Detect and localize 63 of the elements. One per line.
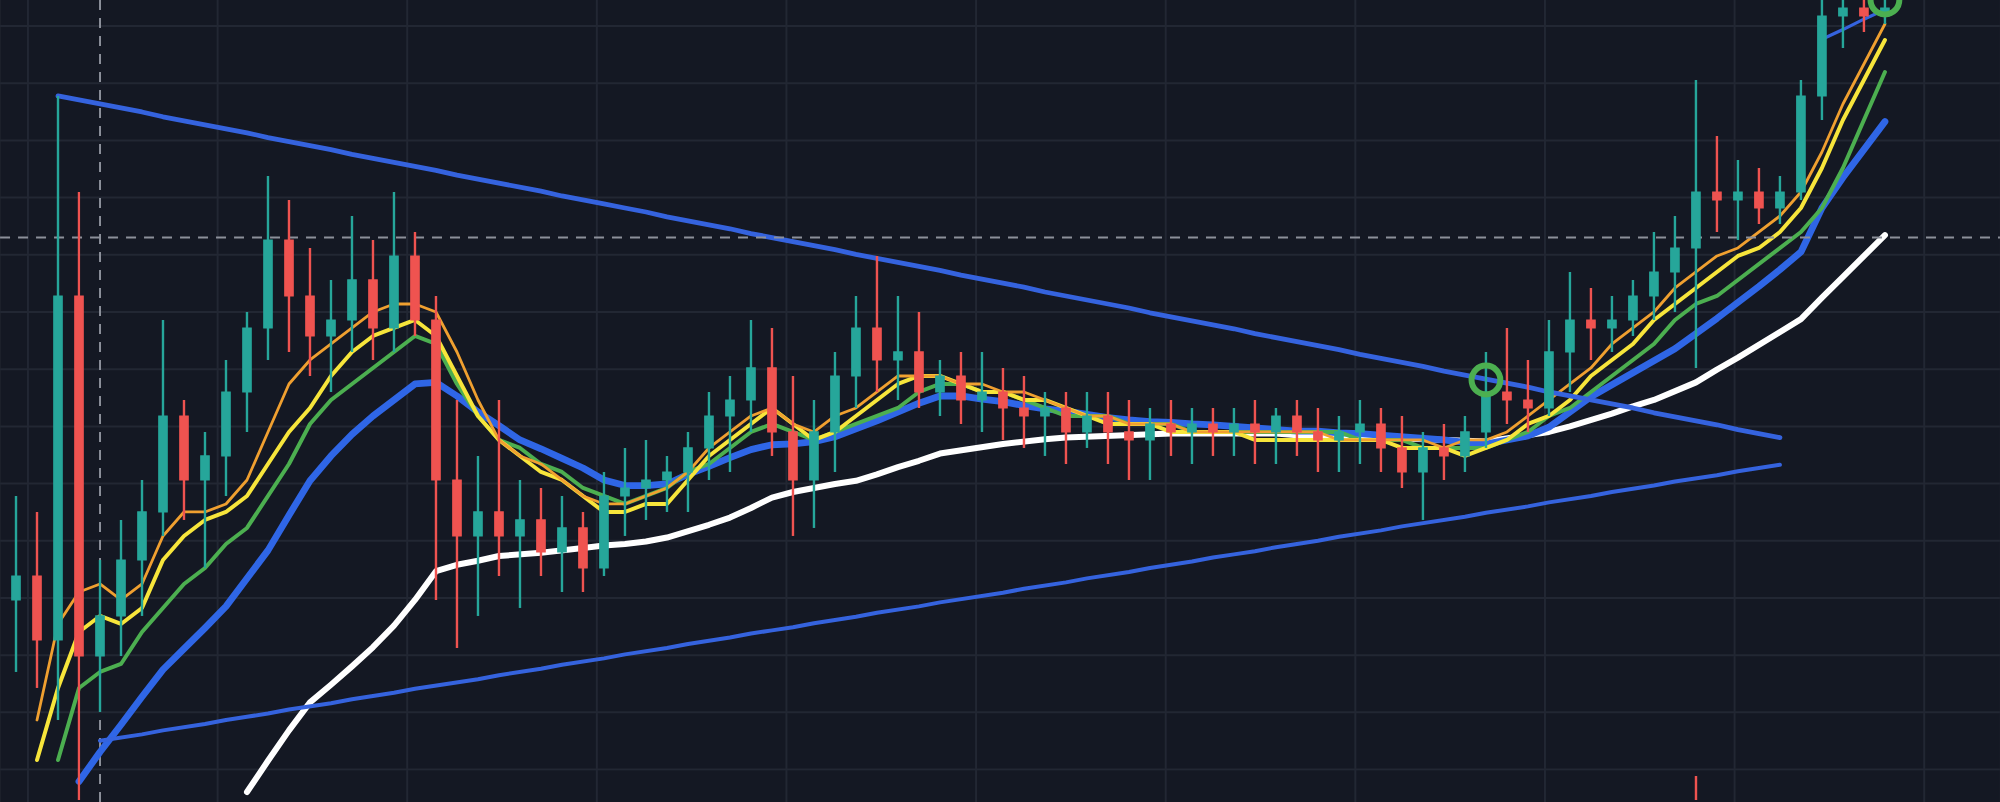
candlestick: [1355, 398, 1365, 466]
candlestick: [1607, 294, 1617, 354]
candlestick: [1376, 406, 1386, 474]
candlestick: [998, 366, 1008, 442]
candlestick: [1418, 430, 1428, 522]
candlestick: [1733, 158, 1743, 242]
candlestick: [1292, 398, 1302, 458]
candlestick: [1313, 406, 1323, 474]
candlestick: [1775, 174, 1785, 226]
candlestick: [641, 438, 651, 522]
candlestick: [200, 430, 210, 570]
candlestick: [956, 350, 966, 426]
candlestick: [1271, 406, 1281, 466]
candlestick: [1145, 406, 1155, 482]
candlestick: [1586, 286, 1596, 362]
candlestick: [1229, 406, 1239, 458]
candlestick: [1040, 390, 1050, 458]
candlestick: [515, 478, 525, 610]
candlestick: [11, 494, 21, 674]
candlestick: [1103, 390, 1113, 466]
candlestick: [1628, 278, 1638, 338]
candlestick: [1502, 326, 1512, 426]
candlestick: [620, 446, 630, 538]
candlestick: [1166, 398, 1176, 458]
candlestick: [1439, 422, 1449, 482]
candlestick: [1460, 414, 1470, 474]
candlestick: [95, 558, 105, 714]
candlestick: [725, 374, 735, 474]
candlestick: [662, 454, 672, 514]
candlestick: [536, 486, 546, 578]
candlestick: [1481, 350, 1491, 450]
candlestick: [494, 398, 504, 578]
candlestick: [1565, 270, 1575, 394]
candlestick: [326, 278, 336, 394]
candlestick: [1187, 406, 1197, 466]
candlestick: [1754, 166, 1764, 226]
candlestick: [1523, 358, 1533, 434]
candlestick: [473, 454, 483, 618]
candlestick: [683, 430, 693, 514]
candlestick: [977, 350, 987, 434]
candlestick: [893, 294, 903, 402]
candlestick: [1019, 374, 1029, 450]
candlestick: [1334, 414, 1344, 474]
candlestick: [1838, 0, 1848, 50]
candlestick: [305, 246, 315, 378]
candlestick: [872, 254, 882, 394]
candlestick: [1649, 230, 1659, 322]
candlestick: [1250, 398, 1260, 466]
candlestick: [347, 214, 357, 354]
candlestick: [914, 310, 924, 410]
candlestick: [1397, 414, 1407, 490]
candlestick: [704, 390, 714, 482]
candlestick: [1670, 214, 1680, 314]
candlestick: [557, 494, 567, 594]
candlestick: [935, 358, 945, 418]
candlestick: [1061, 390, 1071, 466]
candlestick: [1712, 134, 1722, 234]
candlestick: [578, 510, 588, 594]
candlestick: [1859, 0, 1869, 34]
candlestick: [1208, 406, 1218, 458]
candlestick: [1124, 398, 1134, 482]
candlestick: [1082, 390, 1092, 450]
candlestick: [746, 318, 756, 434]
